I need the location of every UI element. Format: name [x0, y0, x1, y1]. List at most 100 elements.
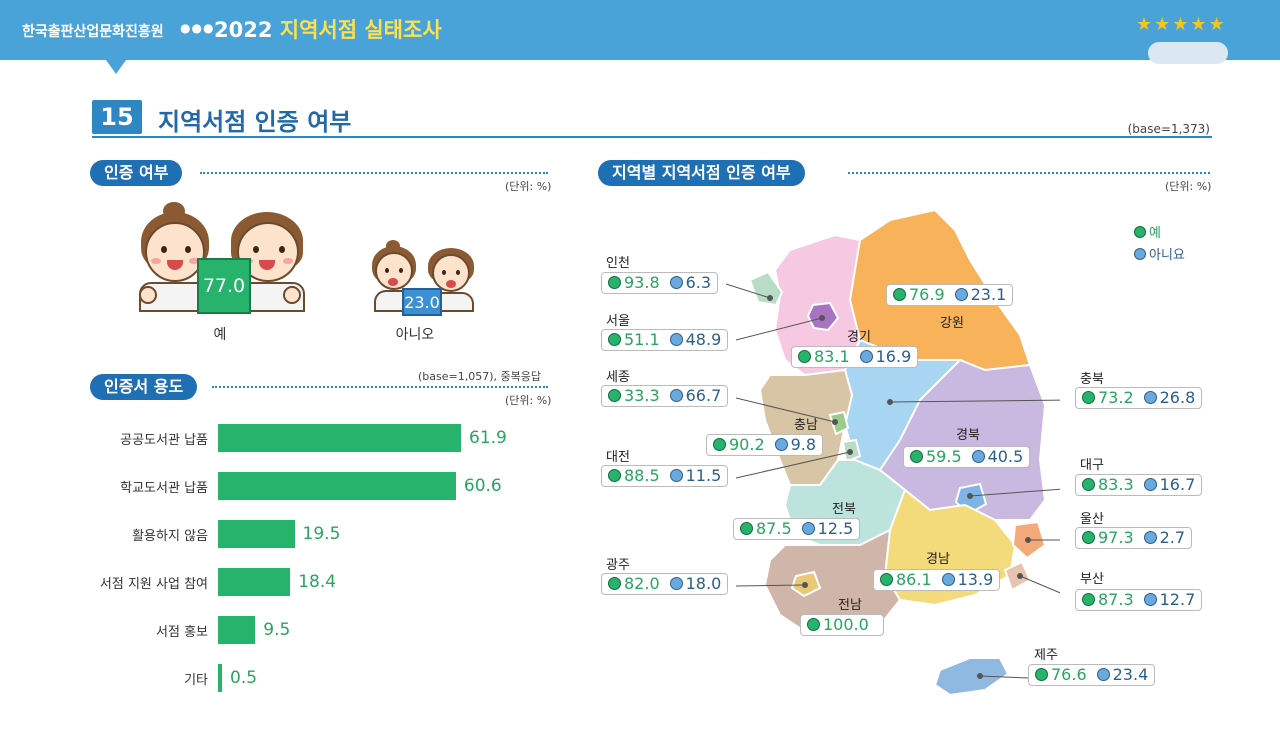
region-name: 충남 [794, 418, 818, 433]
regional-unit: (단위: %) [1165, 180, 1212, 193]
map-jeju [933, 657, 1010, 697]
region-no-value: 12.7 [1159, 590, 1196, 609]
no-figure: 23.0 [370, 240, 480, 316]
region-yes-value: 83.3 [1098, 475, 1134, 494]
face [145, 222, 205, 282]
region-yes-value: 97.3 [1098, 528, 1134, 547]
survey-year: 2022 [214, 18, 273, 42]
region-no-value: 23.4 [1112, 665, 1149, 684]
region-name: 경북 [956, 428, 980, 443]
map-legend: 예 아니요 [1134, 222, 1185, 266]
bar [218, 520, 295, 548]
bar-label: 학교도서관 납품 [120, 481, 208, 496]
region-value-box: 76.6 23.4 [1028, 664, 1156, 686]
region-value-box: 100.0 [800, 614, 884, 636]
region-yes-value: 76.9 [909, 285, 945, 304]
region-no-value: 66.7 [685, 386, 722, 405]
eye [161, 246, 167, 253]
map-leader-dots [767, 295, 1031, 679]
region-value-box: 83.1 16.9 [791, 346, 919, 368]
eye [253, 246, 259, 253]
region-name: 전북 [832, 502, 856, 517]
hand [139, 286, 157, 304]
section-divider [92, 136, 1212, 138]
region-value-box: 73.2 26.8 [1075, 387, 1203, 409]
mouth [388, 278, 398, 286]
bar [218, 616, 256, 644]
medal-green-icon [910, 450, 923, 463]
eye [399, 268, 403, 273]
region-no-value: 12.5 [817, 519, 854, 538]
medal-green-icon [608, 389, 621, 402]
cloud-decoration [1148, 42, 1228, 64]
bar-label: 서점 홍보 [156, 625, 208, 640]
medal-green-icon [1082, 593, 1095, 606]
medal-blue-icon [954, 288, 968, 301]
region-no-value: 18.0 [685, 574, 722, 593]
region-no-value: 23.1 [970, 285, 1007, 304]
bar-label: 기타 [184, 673, 208, 688]
medal-green-icon [740, 522, 753, 535]
region-no-value: 16.9 [875, 347, 912, 366]
region-value-box: 93.8 6.3 [601, 272, 719, 294]
region-value-box: 76.9 23.1 [886, 284, 1014, 306]
region-name: 경기 [847, 330, 871, 345]
region-yes-value: 87.3 [1098, 590, 1134, 609]
medal-green-icon [608, 276, 621, 289]
region-name: 대구 [1080, 458, 1104, 473]
yes-figure: 77.0 [135, 200, 310, 315]
cheek [283, 258, 293, 264]
survey-name: 지역서점 실태조사 [279, 18, 442, 42]
medal-blue-icon [669, 469, 683, 482]
region-value-box: 90.2 9.8 [706, 434, 824, 456]
region-yes-value: 33.3 [624, 386, 660, 405]
section-base: (base=1,373) [1127, 122, 1210, 136]
region-name: 충북 [1080, 372, 1104, 387]
eye [279, 246, 285, 253]
medal-blue-icon [669, 577, 683, 590]
regional-pill: 지역별 지역서점 인증 여부 [598, 160, 805, 186]
regional-dotline [848, 172, 1210, 174]
region-name: 경남 [926, 552, 950, 567]
region-no-value: 40.5 [987, 447, 1024, 466]
bar-label: 활용하지 않음 [132, 529, 208, 544]
map-sejong [828, 410, 850, 436]
medal-blue-icon [801, 522, 815, 535]
region-value-box: 33.3 66.7 [601, 385, 729, 407]
bar-value-label: 9.5 [263, 620, 291, 640]
region-name: 제주 [1034, 648, 1058, 663]
region-yes-value: 82.0 [624, 574, 660, 593]
cert-status-unit: (단위: %) [505, 180, 552, 193]
medal-blue-icon [774, 438, 788, 451]
stars-decoration: ★★★★★ [1136, 14, 1227, 35]
banner-notch [106, 60, 126, 74]
region-value-box: 83.3 16.7 [1075, 474, 1203, 496]
region-yes-value: 87.5 [756, 519, 792, 538]
usage-dotline [212, 386, 548, 388]
bar-value-label: 0.5 [230, 668, 258, 688]
region-no-value: 11.5 [685, 466, 722, 485]
no-label: 아니오 [395, 327, 435, 343]
eye [385, 268, 389, 273]
survey-title: 2022 지역서점 실태조사 [214, 14, 442, 44]
region-yes-value: 73.2 [1098, 388, 1134, 407]
dots-decoration: ●●● [180, 21, 215, 35]
medal-blue-icon [859, 350, 873, 363]
mouth [446, 280, 456, 288]
medal-green-icon [880, 573, 893, 586]
bar [218, 568, 291, 596]
region-no-value: 26.8 [1159, 388, 1196, 407]
region-no-value: 16.7 [1159, 475, 1196, 494]
medal-green-icon [1134, 226, 1146, 238]
medal-blue-icon [1096, 668, 1110, 681]
mouth [259, 260, 275, 270]
bar [218, 424, 461, 452]
region-name: 광주 [606, 558, 630, 573]
region-yes-value: 88.5 [624, 466, 660, 485]
region-no-value: 13.9 [957, 570, 994, 589]
region-yes-value: 83.1 [814, 347, 850, 366]
bar-value-label: 60.6 [463, 476, 502, 496]
region-yes-value: 90.2 [729, 435, 765, 454]
legend-yes: 예 [1134, 222, 1185, 244]
yes-value-card: 77.0 [197, 258, 251, 314]
